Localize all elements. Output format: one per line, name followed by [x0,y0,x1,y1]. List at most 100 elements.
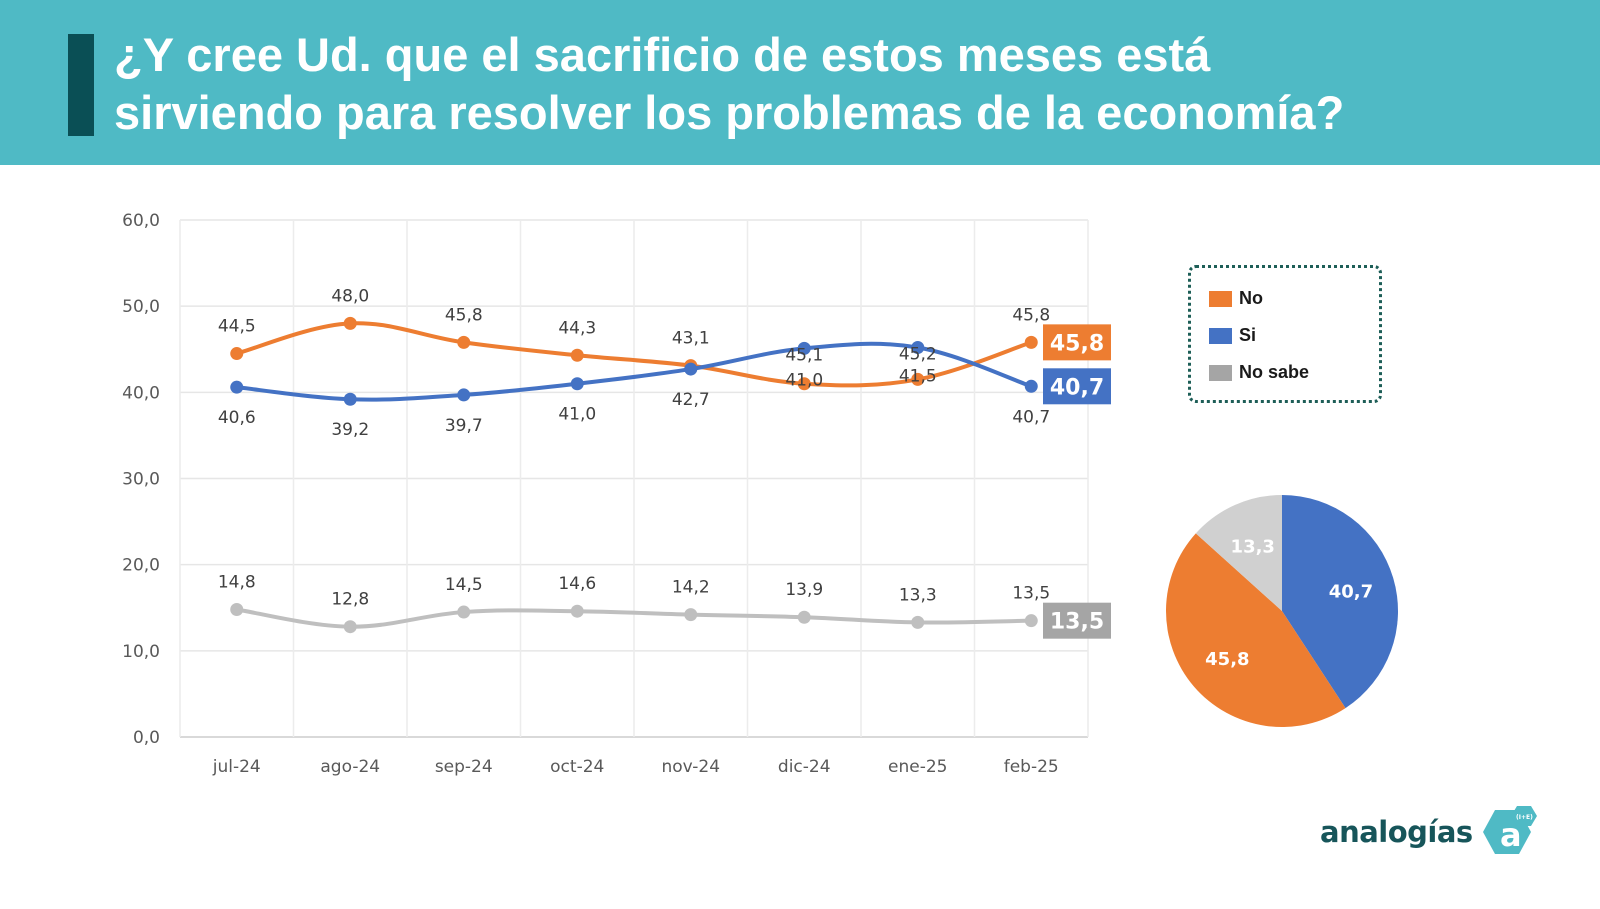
pie-slices [1166,495,1398,727]
data-label-no: 41,5 [899,366,937,386]
data-point-si [797,341,811,355]
data-label-si: 45,2 [899,345,937,365]
data-point-no [570,348,584,362]
data-point-no-sabe [230,602,244,616]
header-accent-bar [68,34,94,136]
data-point-no-sabe [1024,614,1038,628]
end-badges: 45,8 40,7 13,5 [1043,324,1111,639]
data-label-si: 40,7 [1012,407,1050,427]
y-tick-label: 20,0 [122,556,160,576]
end-badge-no-sabe [1043,602,1111,639]
y-tick-label: 40,0 [122,383,160,403]
end-badge-label-si: 40,7 [1050,375,1104,400]
data-point-no [457,335,471,349]
logo-letter: a [1500,816,1522,854]
data-label-no-sabe: 12,8 [331,590,369,610]
y-tick-label: 50,0 [122,297,160,317]
data-point-no-sabe [343,620,357,634]
x-tick-label: nov-24 [661,757,720,777]
y-axis: 0,0 10,0 20,0 30,0 40,0 50,0 60,0 [122,211,160,748]
data-point-no-sabe [797,610,811,624]
data-point-no [230,347,244,361]
chart-grid [179,219,1089,738]
pie-slice-no-sabe [1195,495,1282,611]
data-point-no [797,377,811,391]
data-point-no-sabe [684,608,698,622]
data-point-si [570,377,584,391]
data-point-si [1024,379,1038,393]
data-label-si: 41,0 [558,405,596,425]
data-label-no-sabe: 13,9 [785,580,823,600]
data-label-no: 44,3 [558,318,596,338]
data-labels: 44,5 48,0 45,8 44,3 43,1 41,0 41,5 45,8 40,6 39,2… [218,286,1050,609]
x-tick-label: ago-24 [320,757,380,777]
page-title: ¿Y cree Ud. que el sacrificio de estos m… [114,28,1345,139]
data-label-no: 41,0 [785,371,823,391]
x-axis: jul-24 ago-24 sep-24 oct-24 nov-24 dic-24 ene-… [212,757,1059,777]
legend-label: No [1239,288,1263,308]
series-line-si [234,341,1034,402]
data-label-no-sabe: 14,5 [445,575,483,595]
data-label-no: 45,8 [445,305,483,325]
end-badge-no [1043,324,1111,361]
y-tick-label: 10,0 [122,642,160,662]
legend-label: Si [1239,325,1257,345]
legend: No Si No sabe [1188,265,1382,403]
legend-label: No sabe [1239,362,1310,382]
data-point-no-sabe [570,604,584,618]
x-tick-label: oct-24 [550,757,604,777]
x-tick-label: dic-24 [778,757,831,777]
header-banner: ¿Y cree Ud. que el sacrificio de estos m… [0,0,1600,165]
data-point-no-sabe [911,615,925,629]
pie-slice-si [1282,495,1398,709]
x-tick-label: jul-24 [212,757,261,777]
data-label-no-sabe: 14,8 [218,572,256,592]
series-line-no-sabe [234,607,1034,629]
series-line-no [234,321,1034,388]
data-point-si [457,388,471,402]
data-point-no [911,372,925,386]
logo-superscript: (I+E) [1516,814,1533,821]
data-label-no-sabe: 14,2 [672,578,710,598]
data-label-no: 44,5 [218,317,256,337]
data-label-no-sabe: 13,3 [899,585,937,605]
end-badge-label-no: 45,8 [1050,331,1104,356]
data-label-si: 40,6 [218,408,256,428]
line-chart: 0,0 10,0 20,0 30,0 40,0 50,0 60,0 jul-24 ago-24… [122,211,1111,777]
data-point-si [230,380,244,394]
analogias-logo: analogías a (I+E) [1320,806,1537,858]
x-tick-label: ene-25 [888,757,947,777]
pie-chart: 40,7 45,8 13,3 [1166,495,1398,727]
data-point-si [911,341,925,355]
legend-item-si: Si [1209,325,1256,346]
x-tick-label: sep-24 [435,757,493,777]
data-point-no [1024,335,1038,349]
data-label-no: 45,8 [1012,305,1050,325]
x-tick-label: feb-25 [1004,757,1059,777]
data-label-si: 39,2 [331,420,369,440]
y-tick-label: 60,0 [122,211,160,231]
logo-text: analogías [1320,815,1473,849]
end-badge-si [1043,368,1111,405]
data-label-no: 43,1 [672,329,710,349]
data-point-no-sabe [457,605,471,619]
pie-slice-no [1166,533,1346,727]
data-label-si: 39,7 [445,416,483,436]
legend-swatch-no [1209,290,1232,307]
pie-label-no: 45,8 [1205,649,1249,670]
end-badge-label-no-sabe: 13,5 [1050,610,1104,635]
data-point-no [343,316,357,330]
legend-swatch-si [1209,327,1232,344]
legend-item-no-sabe: No sabe [1209,362,1309,383]
legend-swatch-no-sabe [1209,364,1232,381]
series-lines [230,316,1038,634]
pie-label-si: 40,7 [1329,581,1373,602]
data-label-no: 48,0 [331,286,369,306]
pie-label-no-sabe: 13,3 [1231,536,1275,557]
data-label-no-sabe: 14,6 [558,574,596,594]
data-point-si [684,362,698,376]
data-label-no-sabe: 13,5 [1012,584,1050,604]
y-tick-label: 30,0 [122,470,160,490]
data-label-si: 45,1 [785,345,823,365]
y-tick-label: 0,0 [133,728,160,748]
